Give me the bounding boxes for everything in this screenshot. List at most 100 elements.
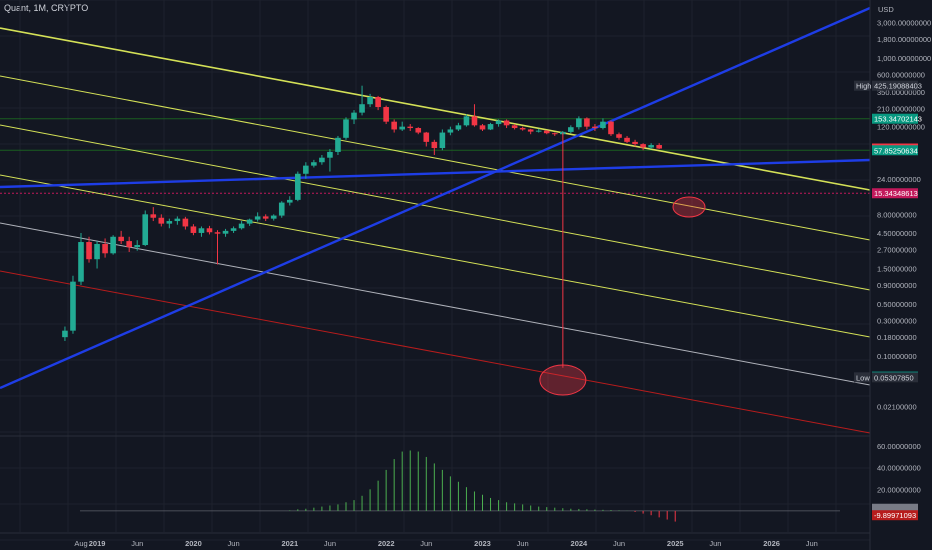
candle xyxy=(568,125,574,134)
candle-body xyxy=(206,228,213,233)
yellow-channel-line xyxy=(0,124,871,291)
candle-body xyxy=(463,116,470,126)
price-tag-value: 57.85250634 xyxy=(874,146,918,155)
volume-tag-bg xyxy=(872,510,918,521)
candle-body xyxy=(214,232,221,234)
candle-body xyxy=(142,214,149,246)
price-axis-panel xyxy=(870,0,932,550)
time-axis-label: Jun xyxy=(228,539,240,548)
price-tag-bg xyxy=(872,113,918,124)
candle-body xyxy=(351,112,357,120)
candle xyxy=(198,226,205,237)
candle xyxy=(383,105,389,125)
time-axis-label: 2020 xyxy=(185,539,202,548)
candle-body xyxy=(303,165,309,174)
time-axis-label: Jun xyxy=(709,539,721,548)
candle-body xyxy=(632,141,638,145)
price-tag-label: Low xyxy=(856,373,870,382)
candle xyxy=(407,124,414,131)
price-tag-label-bg xyxy=(854,372,870,383)
candle xyxy=(134,240,141,251)
candle xyxy=(535,128,542,133)
price-tag-value: 153.34702143 xyxy=(874,115,922,124)
time-axis-label: Jun xyxy=(420,539,432,548)
price-tag-bg xyxy=(872,372,918,383)
blue-trend-line xyxy=(0,6,871,390)
price-tag-label-bg xyxy=(854,80,870,91)
candle-body xyxy=(270,215,277,219)
candle-body xyxy=(479,125,486,130)
candle-body xyxy=(230,228,237,231)
volume-tick-label: 40.00000000 xyxy=(877,464,921,473)
price-tick-label: 3,000.00000000 xyxy=(877,18,931,27)
candle xyxy=(576,116,582,130)
candle xyxy=(327,149,333,172)
candle xyxy=(415,127,422,135)
candle xyxy=(295,171,301,202)
candle xyxy=(495,119,502,127)
candle-body xyxy=(238,223,245,229)
candle xyxy=(254,212,261,222)
candle xyxy=(286,196,293,206)
candle xyxy=(335,135,341,155)
candle xyxy=(102,238,108,258)
candle xyxy=(616,132,622,140)
candle xyxy=(351,110,357,125)
price-tick-label: 0.10000000 xyxy=(877,352,917,361)
candle xyxy=(640,143,646,151)
candle xyxy=(150,207,157,222)
price-tag-value: 0.05307850 xyxy=(874,373,914,382)
price-tick-label: 0.90000000 xyxy=(877,281,917,290)
candle-body xyxy=(86,242,92,260)
candle-body xyxy=(608,121,614,135)
candle xyxy=(278,201,285,218)
candle xyxy=(487,122,494,131)
candle xyxy=(222,228,229,237)
candle-body xyxy=(319,157,325,163)
target-ellipse xyxy=(539,364,587,396)
yellow-channel-line xyxy=(0,75,871,241)
price-tick-label: 4.50000000 xyxy=(877,229,917,238)
candle-body xyxy=(182,218,189,227)
candle-body xyxy=(254,216,261,220)
candle-body xyxy=(375,96,381,108)
candle-body xyxy=(102,243,108,254)
candle-body xyxy=(447,129,454,133)
price-tick-label: 210.00000000 xyxy=(877,105,925,114)
candle-body xyxy=(423,132,430,142)
candle-body xyxy=(600,121,606,129)
candle-body xyxy=(134,245,141,248)
price-tag-bg xyxy=(872,188,918,199)
candle xyxy=(399,121,405,131)
target-ellipse xyxy=(672,196,706,218)
candle xyxy=(166,218,173,229)
candle xyxy=(118,230,124,244)
candle xyxy=(503,119,510,129)
volume-bars xyxy=(289,450,676,522)
candle xyxy=(367,93,373,108)
chart-title: Quant, 1M, CRYPTO xyxy=(4,3,89,13)
candle-body xyxy=(126,241,132,248)
candle-body xyxy=(286,199,293,203)
candle-body xyxy=(62,330,68,338)
candle-body xyxy=(439,132,446,149)
candle-body xyxy=(359,104,365,113)
price-tick-label: 8.00000000 xyxy=(877,210,917,219)
candle xyxy=(375,95,381,111)
candle xyxy=(391,119,397,133)
price-tick-label: 0.18000000 xyxy=(877,333,917,342)
candle-body xyxy=(487,124,494,130)
time-axis-label: Jun xyxy=(517,539,529,548)
candle-body xyxy=(551,133,558,135)
candle-body xyxy=(568,127,574,132)
candle-body xyxy=(592,126,598,129)
candle-body xyxy=(367,96,373,105)
volume-tick-label: 60.00000000 xyxy=(877,442,921,451)
candle-body xyxy=(584,118,590,127)
candle xyxy=(519,126,526,131)
candle xyxy=(182,216,189,230)
candle-body xyxy=(407,126,414,129)
candle-body xyxy=(70,281,76,331)
candle xyxy=(423,131,430,147)
